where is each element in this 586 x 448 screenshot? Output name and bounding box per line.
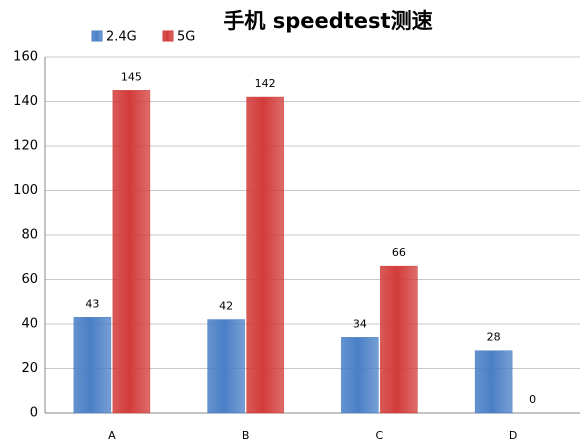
data-label: 42 (219, 300, 233, 313)
y-tick-label: 40 (21, 317, 38, 332)
bar (246, 96, 284, 414)
legend-label: 5G (177, 30, 195, 45)
y-tick-label: 100 (13, 183, 38, 198)
chart-title: 手机 speedtest测速 (223, 9, 432, 33)
data-label: 145 (121, 70, 142, 83)
bar (73, 317, 112, 414)
data-label: 66 (392, 246, 406, 259)
data-label: 0 (529, 393, 536, 406)
x-tick-label: A (108, 429, 116, 442)
x-tick-label: B (242, 429, 250, 442)
x-tick-label: C (376, 429, 384, 442)
data-label: 34 (353, 317, 367, 330)
x-tick-label: D (509, 429, 517, 442)
bar (380, 265, 418, 414)
y-tick-label: 20 (21, 361, 38, 376)
y-tick-label: 80 (21, 228, 38, 243)
y-tick-label: 120 (13, 139, 38, 154)
data-label: 43 (85, 297, 99, 310)
bar (207, 319, 245, 414)
legend-label: 2.4G (106, 30, 137, 45)
data-label: 142 (255, 77, 276, 90)
bar (474, 350, 513, 414)
bar (112, 90, 151, 414)
bar (341, 337, 379, 414)
y-tick-label: 60 (21, 272, 38, 287)
y-tick-label: 0 (30, 406, 38, 421)
legend-swatch (162, 30, 174, 42)
data-label: 28 (487, 331, 501, 344)
legend-swatch (91, 30, 103, 42)
y-tick-label: 140 (13, 94, 38, 109)
y-tick-label: 160 (13, 50, 38, 65)
